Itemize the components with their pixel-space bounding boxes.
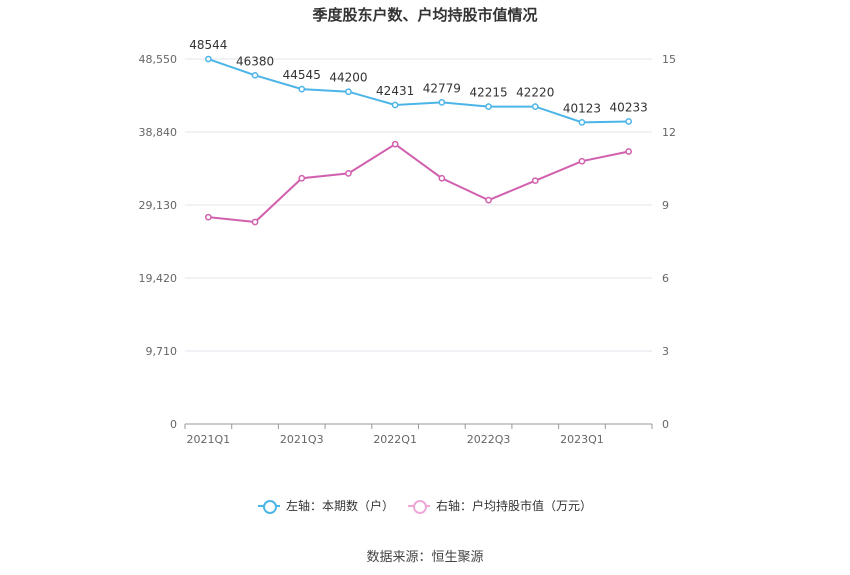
data-point-right xyxy=(578,157,586,165)
data-point-right xyxy=(251,218,259,226)
data-point-left xyxy=(578,119,586,126)
y-left-tick-label: 19,420 xyxy=(139,272,178,285)
data-point-right xyxy=(391,140,399,148)
y-left-tick-label: 9,710 xyxy=(146,345,178,358)
data-label: 40123 xyxy=(563,101,601,115)
data-point-left xyxy=(345,88,352,96)
data-label: 48544 xyxy=(189,38,227,52)
data-point-right xyxy=(485,196,492,204)
data-point-left xyxy=(531,103,539,110)
data-point-right xyxy=(345,170,352,177)
data-label: 40233 xyxy=(610,101,648,115)
data-label: 42431 xyxy=(376,84,414,98)
data-point-right xyxy=(531,177,539,185)
x-tick-label: 2023Q1 xyxy=(560,433,604,446)
y-left-tick-label: 48,550 xyxy=(139,53,178,66)
data-point-left xyxy=(485,103,492,110)
legend-item-left[interactable]: 左轴：本期数（户） xyxy=(258,497,394,514)
x-tick-label: 2021Q3 xyxy=(280,433,324,446)
y-right-tick-label: 12 xyxy=(662,126,676,139)
data-label: 42220 xyxy=(516,86,554,100)
series-line-right xyxy=(208,142,629,224)
data-point-left xyxy=(298,85,306,93)
data-label: 42215 xyxy=(469,86,507,100)
legend-label-right: 右轴：户均持股市值（万元） xyxy=(436,499,593,513)
x-tick-label: 2021Q1 xyxy=(187,433,231,446)
y-right-tick-label: 9 xyxy=(662,199,669,212)
data-point-left xyxy=(205,55,212,63)
y-right-tick-label: 0 xyxy=(662,418,669,431)
legend-item-right[interactable]: 右轴：户均持股市值（万元） xyxy=(408,497,592,514)
y-right-tick-label: 15 xyxy=(662,53,676,66)
data-point-left xyxy=(438,99,446,106)
x-tick-label: 2022Q1 xyxy=(373,433,417,446)
data-point-right xyxy=(205,213,212,221)
data-label: 44545 xyxy=(283,68,321,82)
legend-marker-left-icon xyxy=(258,498,280,514)
data-label: 44200 xyxy=(329,71,367,85)
y-left-tick-label: 38,840 xyxy=(139,126,178,139)
data-source-note: 数据来源：恒生聚源 xyxy=(366,550,484,565)
data-point-right xyxy=(438,174,446,182)
data-label: 42779 xyxy=(423,81,461,95)
data-point-right xyxy=(298,174,306,182)
series-line-left xyxy=(208,58,629,124)
legend-label-left: 左轴：本期数（户） xyxy=(286,499,395,513)
y-right-tick-label: 6 xyxy=(662,272,669,285)
data-point-left xyxy=(625,118,633,125)
data-point-left xyxy=(391,101,399,109)
data-point-left xyxy=(251,71,259,79)
y-left-tick-label: 0 xyxy=(170,418,177,431)
legend-marker-right-icon xyxy=(408,498,430,514)
data-label: 46380 xyxy=(236,54,274,68)
chart-title: 季度股东户数、户均持股市值情况 xyxy=(312,6,538,24)
x-tick-label: 2022Q3 xyxy=(467,433,511,446)
y-left-tick-label: 29,130 xyxy=(139,199,178,212)
data-point-right xyxy=(625,148,633,155)
y-right-tick-label: 3 xyxy=(662,345,669,358)
